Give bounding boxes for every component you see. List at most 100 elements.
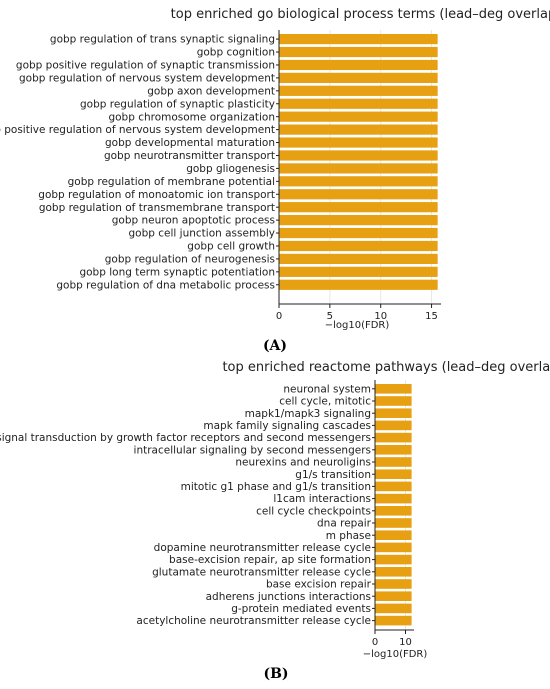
chart-a-category-label: gobp cell junction assembly <box>129 228 275 240</box>
chart-a-bar <box>279 72 438 83</box>
chart-a-category-label: gobp long term synaptic potentiation <box>79 266 275 278</box>
chart-b-bar <box>375 554 412 565</box>
chart-b-category-label: diseases of signal transduction by growt… <box>0 432 371 444</box>
chart-b-category-label: cell cycle checkpoints <box>256 505 371 517</box>
chart-a-category-label: gobp regulation of trans synaptic signal… <box>50 34 275 46</box>
chart-b-bar <box>375 432 412 443</box>
chart-a-category-label: gobp neuron apoptotic process <box>112 215 275 227</box>
chart-a-category-label: gobp regulation of monoatomic ion transp… <box>38 189 275 201</box>
chart-a-category-label: gobp cognition <box>197 47 275 59</box>
chart-b-category-label: base-excision repair, ap site formation <box>169 554 371 566</box>
chart-b-category-label: mapk family signaling cascades <box>203 420 371 432</box>
chart-a-category-label: gobp developmental maturation <box>105 137 275 149</box>
chart-a-bar <box>279 34 438 45</box>
chart-b-category-label: dna repair <box>317 518 372 530</box>
chart-b-x-axis-label: −log10(FDR) <box>363 649 428 660</box>
chart-a-bar <box>279 98 438 109</box>
chart-a-category-label: gobp regulation of neurogenesis <box>105 254 275 266</box>
chart-a-category-labels: gobp regulation of trans synaptic signal… <box>0 34 279 291</box>
chart-b-x-ticks: 0 10 <box>372 630 412 648</box>
chart-a-bar <box>279 150 438 161</box>
chart-b-bar <box>375 481 412 492</box>
chart-b-bar <box>375 603 412 614</box>
chart-b-bar <box>375 530 412 540</box>
chart-a-bar <box>279 202 438 213</box>
chart-a-x-tick-label: 10 <box>374 311 387 322</box>
chart-b-category-label: mitotic g1 phase and g1/s transition <box>181 481 371 493</box>
chart-b-category-label: dopamine neurotransmitter release cycle <box>154 542 371 554</box>
chart-a-category-label: gobp chromosome organization <box>108 111 275 123</box>
chart-b-category-label: base excision repair <box>266 579 372 591</box>
chart-b-title: top enriched reactome pathways (lead–deg… <box>222 360 550 375</box>
chart-b-bar <box>375 469 412 479</box>
chart-b-category-label: acetylcholine neurotransmitter release c… <box>136 615 371 627</box>
chart-a-category-label: gobp neurotransmitter transport <box>104 150 275 162</box>
chart-a-bar <box>279 240 438 252</box>
chart-a-category-label: gobp regulation of nervous system develo… <box>19 72 275 84</box>
chart-b-category-label: glutamate neurotransmitter release cycle <box>152 566 371 578</box>
chart-b-category-label: adherens junctions interactions <box>206 591 371 603</box>
panel-b-label: (B) <box>263 666 288 682</box>
chart-a-bar <box>279 124 438 135</box>
chart-b-bar <box>375 567 412 577</box>
chart-a-bar <box>279 266 438 277</box>
chart-b-x-tick-label: 10 <box>399 637 412 648</box>
chart-b-bar <box>375 408 412 418</box>
chart-a-bar <box>279 227 438 239</box>
chart-b-bar <box>375 445 412 455</box>
chart-b-bar <box>375 591 412 601</box>
chart-b-category-label: l1cam interactions <box>273 493 371 505</box>
chart-b-category-label: m phase <box>326 530 371 542</box>
chart-b-bar <box>375 396 412 406</box>
chart-b-bar <box>375 542 412 553</box>
chart-b-bar <box>375 384 412 394</box>
chart-b-category-label: intracellular signaling by second messen… <box>134 444 371 456</box>
chart-b-category-label: cell cycle, mitotic <box>279 396 371 408</box>
chart-a-x-tick-label: 0 <box>276 311 282 322</box>
chart-a-bar <box>279 111 438 122</box>
chart-a-bar <box>279 253 438 265</box>
chart-a-x-tick-label: 15 <box>425 311 438 322</box>
chart-a-bar <box>279 46 438 58</box>
chart-a-x-axis-label: −log10(FDR) <box>325 320 390 331</box>
panel-a: top enriched go biological process terms… <box>0 7 550 354</box>
chart-b-category-label: neuronal system <box>283 383 371 395</box>
chart-a-bar <box>279 176 438 187</box>
chart-a-bar <box>279 215 438 226</box>
chart-b-bar <box>375 493 412 504</box>
chart-b-x-tick-label: 0 <box>372 637 378 648</box>
chart-a-bars <box>279 34 438 290</box>
chart-a-category-label: gobp regulation of membrane potential <box>68 176 275 188</box>
chart-b-bar <box>375 420 412 431</box>
chart-b-bar <box>375 579 412 589</box>
chart-a-category-label: gobp gliogenesis <box>186 163 275 175</box>
chart-b-bar <box>375 506 412 516</box>
chart-a-category-label: gobp regulation of dna metabolic process <box>56 279 275 291</box>
chart-a-category-label: gobp regulation of transmembrane transpo… <box>39 202 275 214</box>
chart-a-bar <box>279 189 438 200</box>
chart-b-bars <box>375 384 412 626</box>
chart-b-bar <box>375 457 412 467</box>
chart-b-category-label: neurexins and neuroligins <box>235 457 371 469</box>
chart-b-category-label: g1/s transition <box>295 469 371 481</box>
chart-a-category-label: gobp axon development <box>147 85 275 97</box>
chart-b-bar <box>375 615 412 626</box>
chart-a-bar <box>279 85 438 96</box>
chart-a-title: top enriched go biological process terms… <box>171 7 550 22</box>
chart-a-bar <box>279 279 438 290</box>
panel-b: top enriched reactome pathways (lead–deg… <box>0 360 550 682</box>
chart-a-category-label: gobp regulation of synaptic plasticity <box>80 98 275 110</box>
chart-a-bar <box>279 163 438 174</box>
chart-b-category-label: g-protein mediated events <box>231 603 371 615</box>
chart-b-bar <box>375 518 412 528</box>
chart-a-x-tick-label: 5 <box>327 311 333 322</box>
chart-a-category-label: gobp cell growth <box>187 241 275 253</box>
chart-a-category-label: gobp positive regulation of nervous syst… <box>0 124 275 136</box>
chart-a-x-ticks: 0 5 10 15 <box>276 304 438 322</box>
chart-b-category-label: mapk1/mapk3 signaling <box>245 408 371 420</box>
panel-a-label: (A) <box>263 338 287 354</box>
chart-a-bar <box>279 137 438 148</box>
chart-a-bar <box>279 59 438 71</box>
